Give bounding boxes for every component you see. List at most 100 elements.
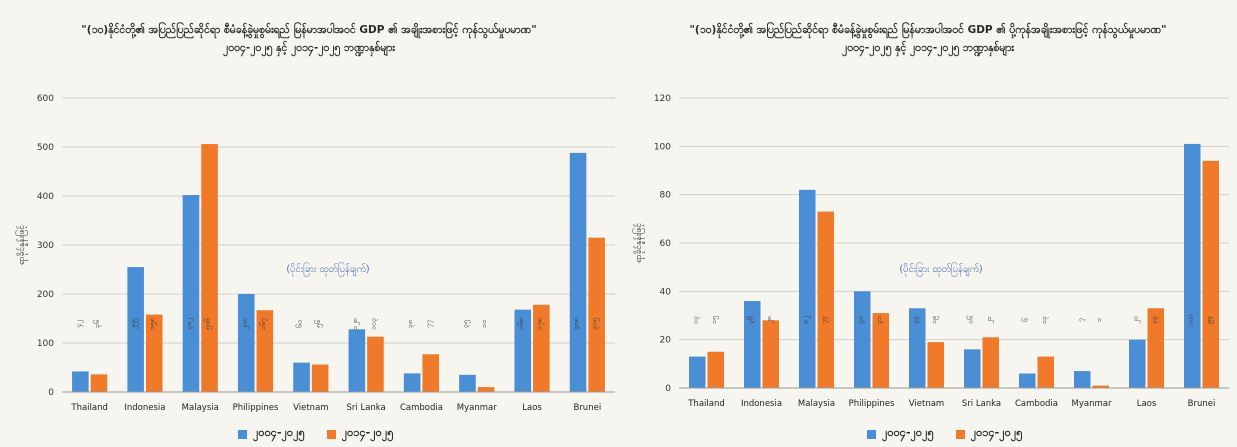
bar-series2 [201, 144, 218, 392]
data-label: ၇၇ [425, 320, 434, 328]
data-label: ၂၀၀ [240, 318, 249, 330]
x-category-label: Myanmar [1072, 399, 1112, 409]
bar-chart-left: 0 100 200 300 400 500 600 ရာခိုင်နှုန်းဖြင့်၄၂ ၃… [15, 94, 615, 413]
bar-series1 [459, 374, 476, 392]
data-label: ၁၅ [710, 316, 719, 324]
legend-swatch-orange [955, 429, 965, 439]
x-category-label: Brunei [573, 403, 601, 413]
data-label: ၃၆ [746, 316, 755, 324]
bar-series2 [1037, 356, 1054, 388]
y-tick-label: 100 [37, 339, 54, 349]
x-category-label: Brunei [1188, 399, 1216, 409]
data-label: ၃၅ [461, 320, 470, 328]
y-tick-label: 300 [37, 241, 54, 251]
bar-series1 [1019, 373, 1036, 388]
data-label: ၂၅၅ [130, 318, 139, 330]
data-label: ၃၆ [93, 320, 102, 328]
data-label: ၄၈၈ [572, 318, 581, 330]
data-label: ၁၅၈ [148, 318, 157, 330]
data-label: ၄၂ [74, 320, 83, 327]
y-tick-label: 0 [48, 388, 54, 398]
chart-title: "(၁၀)နိုင်ငံတို့၏ အပြည်ပြည်ဆိုင်ရာ စီမံခ… [81, 24, 537, 36]
bar-series2 [872, 313, 889, 388]
bar-series2 [588, 237, 605, 392]
bar-chart-right: 0 20 40 60 80 100 120 ရာခိုင်နှုန်းဖြင့်၁၃ ၁၅ Tha… [632, 94, 1229, 409]
data-label: ၁၉ [930, 316, 939, 324]
chart-annotation: (ပိုင်းခြား ထုတ်ပြန်ချက်) [286, 263, 369, 276]
bar-series1 [854, 291, 871, 388]
x-category-label: Philippines [233, 403, 279, 413]
bar-series2 [256, 310, 274, 392]
x-category-label: Laos [1137, 399, 1157, 409]
data-label: ၃၃ [911, 316, 920, 324]
data-label: ၇ [1076, 318, 1085, 322]
data-label: ၁၀၁ [1186, 314, 1194, 326]
x-category-label: Thailand [70, 403, 108, 413]
chart-subtitle: ၂၀၀၄-၂၀၂၅ နှင့် ၂၀၁၄-၂၀၂၅ ဘဏ္ဍာနှစ်များ [842, 42, 1014, 54]
data-label: ၃၁ [875, 316, 884, 324]
data-label: ၁၂၈ [351, 318, 360, 329]
data-label: ၁၆၇ [259, 318, 268, 330]
bar-series1 [799, 189, 816, 388]
bar-series1 [689, 356, 706, 388]
data-label: ၁၃ [691, 316, 700, 324]
x-category-label: Thailand [687, 399, 725, 409]
data-label: ၁ [1095, 318, 1103, 322]
y-tick-label: 500 [37, 143, 54, 153]
x-category-label: Cambodia [400, 403, 443, 413]
bar-series1 [127, 267, 144, 392]
bar-series2 [927, 342, 944, 388]
x-category-label: Sri Lanka [962, 399, 1001, 409]
bar-series2 [477, 387, 495, 392]
legend-label: ၂၀၁၄-၂၀၂၅ [341, 426, 394, 439]
bar-series1 [514, 309, 532, 392]
y-tick-label: 20 [660, 336, 672, 346]
bar-series2 [762, 320, 779, 388]
bar-series1 [403, 373, 421, 392]
bar-series2 [982, 337, 999, 388]
bar-series2 [145, 314, 163, 392]
y-tick-label: 400 [37, 192, 54, 202]
data-label: ၁၇၈ [535, 318, 544, 330]
data-label: ၇၃ [820, 316, 829, 324]
legend-item-series1: ၂၀၀၄-၂၀၂၅ [867, 426, 934, 442]
y-tick-label: 40 [660, 287, 672, 297]
chart-legend: ၂၀၀၄-၂၀၂၅ ၂၀၁၄-၂၀၂၅ [867, 426, 1022, 442]
data-label: ၈၂ [801, 316, 810, 323]
chart-legend: ၂၀၀၄-၂၀၂၅ ၂၀၁၄-၂၀၂၅ [238, 426, 393, 442]
legend-label: ၂၀၀၄-၂၀၂၅ [253, 426, 305, 439]
data-label: ၁၀ [480, 320, 488, 328]
data-label: ၁၆၈ [517, 318, 525, 330]
bar-series1 [964, 349, 981, 388]
bar-series2 [1147, 308, 1164, 388]
bar-series1 [293, 362, 310, 392]
data-label: ၆ [1021, 318, 1029, 322]
legend-item-series2: ၂၀၁၄-၂၀၂၅ [955, 426, 1023, 442]
x-category-label: Philippines [849, 399, 895, 409]
data-label: ၁၁၃ [369, 318, 378, 330]
legend-label: ၂၀၁၄-၂၀၂၅ [970, 426, 1023, 439]
bar-series1 [1129, 339, 1146, 388]
data-label: ၃၃ [1150, 316, 1159, 324]
left-chart-panel: "(၁၀)နိုင်ငံတို့၏ အပြည်ပြည်ဆိုင်ရာ စီမံခ… [0, 0, 618, 447]
x-category-label: Indonesia [124, 403, 165, 413]
legend-item-series1: ၂၀၀၄-၂၀၂၅ [238, 426, 305, 442]
bar-series1 [569, 152, 587, 392]
x-category-label: Cambodia [1015, 399, 1058, 409]
legend-label: ၂၀၀၄-၂၀၂၅ [882, 426, 934, 439]
bar-series2 [817, 211, 834, 388]
x-category-label: Laos [522, 403, 542, 413]
x-category-label: Myanmar [457, 403, 497, 413]
data-label: ၁၃ [1040, 316, 1049, 324]
legend-swatch-blue [238, 429, 247, 439]
bar-series2 [90, 374, 108, 392]
bar-series1 [909, 308, 926, 388]
right-chart-panel: "(၁၀)နိုင်ငံတို့၏ အပြည်ပြည်ဆိုင်ရာ စီမံခ… [619, 0, 1237, 447]
bar-series1 [237, 294, 255, 392]
bar-series1 [1074, 371, 1091, 388]
data-label: ၉၄ [1205, 316, 1214, 324]
y-tick-label: 0 [665, 384, 671, 394]
data-label: ၆၀ [296, 320, 304, 328]
chart-title: "(၁၀)နိုင်ငံတို့၏ အပြည်ပြည်ဆိုင်ရာ စီမံခ… [689, 24, 1167, 36]
y-tick-label: 80 [660, 191, 672, 201]
